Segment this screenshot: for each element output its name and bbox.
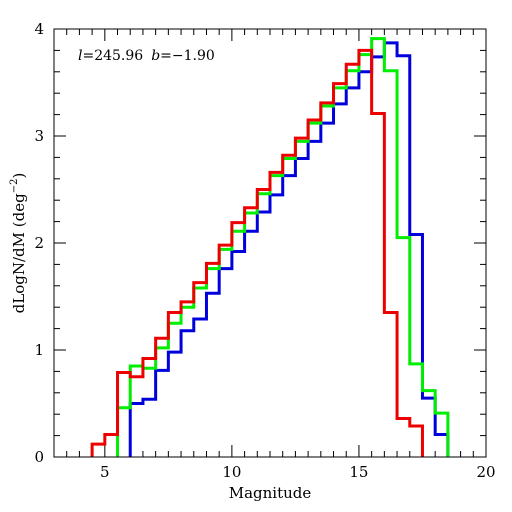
- y-axis-label: dLogN/dM (deg−2): [9, 173, 28, 314]
- x-tick-label: 10: [222, 463, 241, 481]
- y-axis-label-superscript: −2: [9, 179, 20, 194]
- tick-labels: 5 10 15 20 0 1 2 3 4: [34, 20, 495, 481]
- b-symbol: b: [151, 48, 160, 64]
- l-symbol: l: [78, 48, 82, 64]
- histogram-series-3: [90, 48, 424, 457]
- y-axis-label-main: dLogN/dM (deg: [10, 193, 28, 313]
- l-value: =245.96: [82, 48, 143, 64]
- histogram-series-1: [128, 41, 450, 457]
- galactic-coordinates-annotation: l=245.96 b=−1.90: [78, 48, 215, 64]
- y-tick-label: 0: [34, 448, 44, 466]
- x-axis-label: Magnitude: [229, 484, 312, 502]
- series-layer: [90, 37, 450, 457]
- y-tick-label: 4: [34, 20, 44, 38]
- x-tick-label: 15: [349, 463, 368, 481]
- x-tick-label: 5: [100, 463, 110, 481]
- y-axis-label-close: ): [10, 173, 28, 179]
- x-tick-label: 20: [476, 463, 495, 481]
- plot-frame: [53, 28, 487, 458]
- y-tick-label: 1: [34, 341, 44, 359]
- y-tick-label: 2: [34, 234, 44, 252]
- b-value: =−1.90: [160, 48, 215, 64]
- y-tick-label: 3: [34, 127, 44, 145]
